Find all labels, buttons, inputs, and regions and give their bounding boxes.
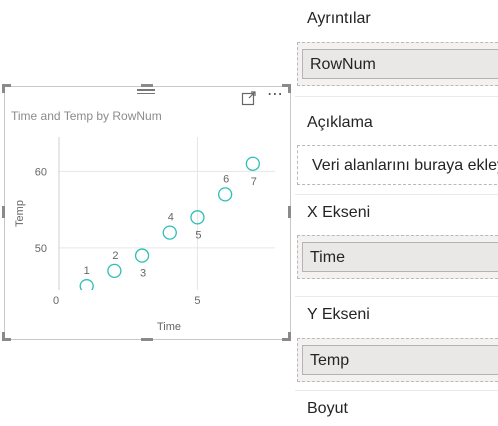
visual-title: Time and Temp by RowNum bbox=[11, 109, 162, 123]
resize-handle-bottom-left-v[interactable] bbox=[2, 332, 5, 341]
details-field-pill[interactable]: RowNum bbox=[302, 49, 498, 79]
divider bbox=[295, 96, 498, 97]
data-point bbox=[245, 156, 260, 171]
resize-handle-bottom-right-v[interactable] bbox=[288, 332, 291, 341]
scatter-chart: 50 60 0 5 Time Temp 1 2 3 4 5 6 7 bbox=[14, 137, 275, 333]
resize-handle-right[interactable] bbox=[288, 206, 291, 218]
resize-handle-top[interactable] bbox=[141, 84, 153, 87]
details-well-title: Ayrıntılar bbox=[307, 10, 371, 27]
data-point bbox=[162, 225, 177, 240]
legend-well-title: Açıklama bbox=[307, 114, 373, 131]
legend-well-dropzone[interactable]: Veri alanlarını buraya ekleyin bbox=[297, 145, 498, 185]
resize-handle-bottom-right[interactable] bbox=[282, 338, 291, 341]
field-wells-pane: Ayrıntılar RowNum Açıklama Veri alanları… bbox=[295, 0, 498, 426]
x-axis-title: Time bbox=[157, 321, 181, 333]
data-label: 5 bbox=[195, 229, 201, 241]
data-label: 7 bbox=[251, 176, 257, 188]
data-point bbox=[107, 263, 122, 279]
focus-mode-icon[interactable] bbox=[241, 90, 257, 106]
more-options-icon[interactable]: ⋯ bbox=[267, 86, 283, 103]
y-axis-title: Temp bbox=[14, 200, 26, 227]
resize-handle-bottom[interactable] bbox=[141, 338, 153, 341]
details-well[interactable]: RowNum bbox=[297, 42, 498, 86]
size-well-title: Boyut bbox=[307, 400, 348, 417]
y-tick-label: 60 bbox=[35, 166, 47, 178]
data-point bbox=[134, 248, 150, 263]
y-axis-well-title: Y Ekseni bbox=[307, 306, 370, 323]
y-tick-label: 50 bbox=[35, 243, 47, 255]
y-axis-field-pill[interactable]: Temp bbox=[302, 345, 498, 375]
x-axis-well-title: X Ekseni bbox=[307, 204, 371, 221]
resize-handle-left[interactable] bbox=[2, 206, 5, 218]
divider bbox=[295, 194, 498, 195]
data-label: 6 bbox=[223, 173, 229, 185]
data-label: 2 bbox=[112, 250, 118, 262]
resize-handle-top-left[interactable] bbox=[2, 84, 11, 87]
x-axis-well[interactable]: Time bbox=[297, 235, 498, 279]
resize-handle-top-left-v[interactable] bbox=[2, 84, 5, 93]
x-axis-field-pill[interactable]: Time bbox=[302, 242, 498, 272]
data-label: 4 bbox=[168, 212, 174, 224]
data-label: 1 bbox=[84, 265, 90, 277]
drag-handle-icon[interactable] bbox=[137, 89, 155, 98]
data-point bbox=[79, 279, 94, 290]
divider bbox=[295, 390, 498, 391]
divider bbox=[295, 296, 498, 297]
data-label: 3 bbox=[140, 268, 146, 280]
resize-handle-top-right-v[interactable] bbox=[288, 84, 291, 93]
data-point bbox=[218, 187, 233, 202]
scatter-visual[interactable]: ⋯ Time and Temp by RowNum 50 60 0 5 Time Temp… bbox=[4, 86, 291, 340]
x-tick-label: 0 bbox=[53, 295, 59, 307]
data-point bbox=[190, 210, 205, 225]
resize-handle-top-right[interactable] bbox=[282, 84, 291, 87]
resize-handle-bottom-left[interactable] bbox=[2, 338, 11, 341]
y-axis-well[interactable]: Temp bbox=[297, 338, 498, 382]
x-tick-label: 5 bbox=[194, 295, 200, 307]
